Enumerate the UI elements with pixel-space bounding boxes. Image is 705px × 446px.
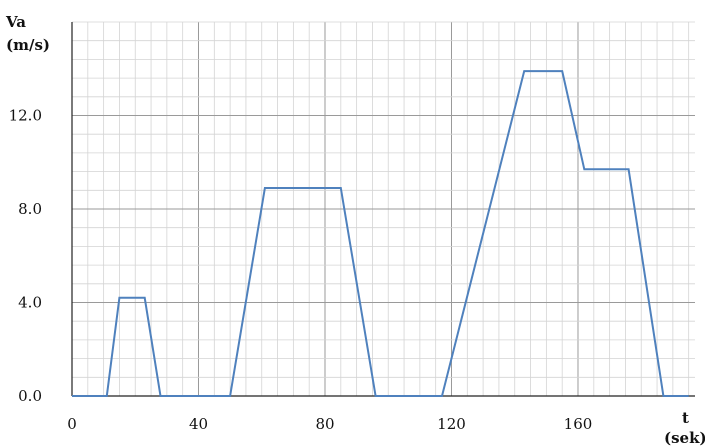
y-tick-label: 0.0	[18, 387, 42, 405]
x-tick-label: 40	[189, 415, 208, 433]
y-tick-label: 12.0	[9, 107, 42, 125]
y-axis-title-line2: (m/s)	[6, 36, 50, 54]
tick-labels: 0 40 80 120 160 0.0 4.0 8.0 12.0	[9, 107, 593, 434]
series-line-0	[72, 70, 689, 397]
y-tick-label: 4.0	[18, 294, 42, 312]
y-axis-title-line1: Va	[5, 13, 26, 31]
series-group	[72, 70, 689, 397]
y-tick-label: 8.0	[18, 200, 42, 218]
grid	[71, 21, 695, 397]
x-axis-title-line2: (sek)	[664, 429, 705, 446]
x-tick-label: 120	[437, 415, 466, 433]
x-tick-label: 80	[315, 415, 334, 433]
x-tick-label: 160	[564, 415, 593, 433]
x-tick-label: 0	[67, 415, 77, 433]
x-axis-title-line1: t	[682, 409, 689, 427]
